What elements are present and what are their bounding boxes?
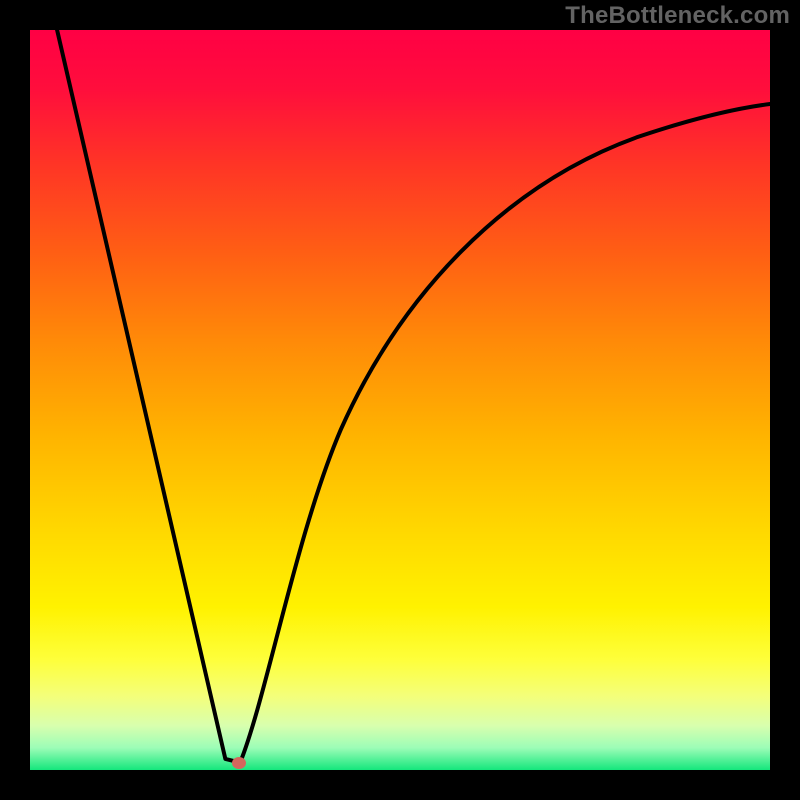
chart-frame: TheBottleneck.com <box>0 0 800 800</box>
plot-area <box>30 30 770 770</box>
bottleneck-curve <box>30 30 770 770</box>
minimum-marker <box>232 757 246 769</box>
watermark-text: TheBottleneck.com <box>565 2 790 30</box>
